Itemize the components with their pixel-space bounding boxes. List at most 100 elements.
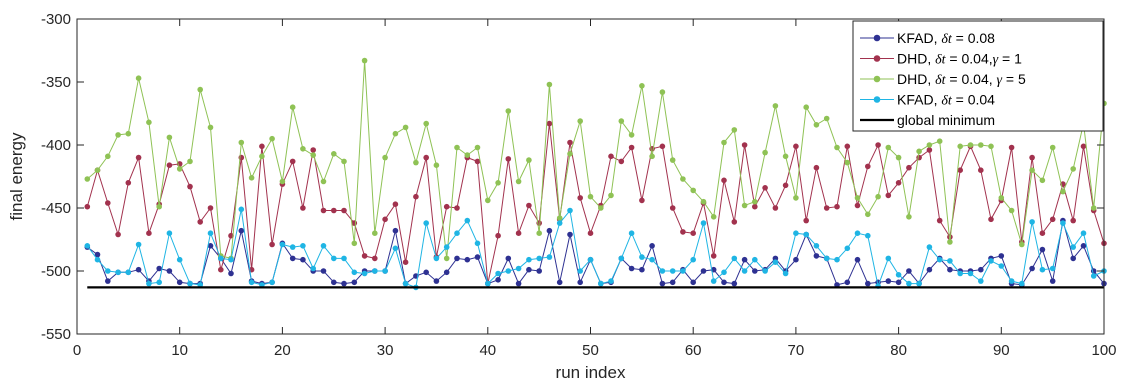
- series-3-point: [505, 108, 512, 114]
- series-3-point: [176, 166, 183, 172]
- series-1-point: [854, 256, 861, 263]
- series-1-point: [639, 266, 645, 273]
- series-3-point: [762, 149, 768, 156]
- series-2-point: [823, 205, 830, 211]
- series-2-point: [752, 203, 758, 210]
- series-4-point: [433, 255, 440, 262]
- series-3-point: [443, 255, 450, 262]
- legend-label-part: = 0.04,: [946, 51, 993, 67]
- legend-label-part: KFAD,: [897, 30, 941, 46]
- series-3-point: [659, 89, 666, 95]
- series-4-point: [166, 230, 173, 236]
- series-3-point: [187, 158, 193, 165]
- series-4-point: [865, 232, 871, 239]
- series-3-point: [495, 180, 501, 186]
- legend-item: KFAD, δt = 0.08: [860, 30, 995, 47]
- legend-label-part: DHD,: [897, 51, 935, 67]
- series-3-point: [413, 159, 419, 166]
- series-4-point: [331, 255, 337, 262]
- series-2-point: [474, 158, 481, 165]
- series-4-point: [895, 272, 902, 278]
- x-tick-label: 20: [274, 342, 291, 359]
- series-2-point: [813, 164, 820, 171]
- series-3-point: [988, 143, 994, 150]
- series-2-point: [885, 192, 892, 199]
- series-1-point: [166, 268, 173, 274]
- legend-label-part: = 0.08: [952, 30, 995, 46]
- series-3-point: [464, 152, 471, 158]
- series-4-point: [1090, 273, 1097, 279]
- series-4-point: [947, 258, 953, 264]
- series-3-point: [885, 144, 892, 151]
- series-1-point: [228, 270, 234, 277]
- series-3-point: [135, 75, 142, 81]
- series-4-point: [690, 256, 696, 263]
- series-1-point: [289, 255, 296, 262]
- series-3-point: [710, 214, 717, 220]
- series-2-point: [875, 142, 881, 148]
- legend-item: global minimum: [860, 112, 995, 128]
- series-3-point: [567, 151, 573, 157]
- series-4-point: [906, 280, 912, 287]
- series-1-point: [238, 227, 245, 234]
- series-3-point: [895, 154, 902, 161]
- series-3-point: [721, 139, 727, 146]
- series-1-point: [926, 266, 933, 273]
- series-3-point: [197, 86, 203, 93]
- series-4-point: [135, 241, 142, 248]
- series-3-line: [86, 60, 1105, 260]
- series-1-point: [885, 278, 892, 284]
- series-2-point: [916, 154, 922, 161]
- legend-label-part: δt: [941, 94, 953, 109]
- series-2-point: [361, 253, 368, 259]
- x-axis-label: run index: [556, 363, 626, 382]
- series-2-point: [259, 143, 265, 150]
- series-4-line: [86, 209, 1105, 289]
- series-1-point: [813, 253, 820, 259]
- series-2-point: [197, 219, 203, 225]
- series-2-point: [300, 205, 306, 211]
- series-3-point: [639, 83, 645, 89]
- series-3-point: [731, 127, 738, 133]
- series-4-point: [1019, 280, 1025, 287]
- legend-label-part: KFAD,: [897, 92, 941, 108]
- series-2-point: [166, 162, 173, 168]
- series-1-point: [176, 279, 183, 286]
- series-1-point: [505, 255, 512, 262]
- series-3-point: [803, 104, 809, 110]
- series-1-point: [94, 251, 101, 258]
- legend-label-part: δt: [941, 32, 953, 47]
- series-2-point: [1070, 217, 1076, 224]
- series-3-point: [146, 119, 152, 126]
- series-4-point: [269, 279, 275, 286]
- series-2-point: [495, 232, 501, 239]
- series-1-point: [741, 256, 748, 263]
- series-3-point: [84, 176, 91, 182]
- series-3-point: [1008, 207, 1015, 214]
- series-2-point: [978, 167, 984, 173]
- series-3-point: [1070, 166, 1076, 172]
- series-1-point: [341, 280, 347, 287]
- series-3-point: [957, 143, 963, 150]
- series-3-point: [741, 202, 748, 209]
- series-4-point: [844, 245, 851, 252]
- series-4-point: [649, 256, 655, 263]
- series-2-point: [382, 216, 388, 223]
- series-3-point: [936, 138, 943, 144]
- series-4-point: [115, 269, 121, 276]
- series-2-point: [957, 167, 963, 173]
- series-4-point: [752, 256, 758, 263]
- series-3-point: [577, 118, 583, 124]
- series-4-point: [464, 217, 471, 224]
- series-4-point: [608, 278, 614, 284]
- series-4-point: [854, 230, 861, 236]
- series-1-point: [207, 243, 214, 249]
- legend-swatch-marker: [873, 75, 881, 83]
- series-4-point: [998, 263, 1005, 269]
- series-3-point: [115, 132, 121, 138]
- series-2-point: [731, 219, 738, 225]
- series-1-point: [649, 243, 655, 249]
- series-3-point: [669, 157, 676, 163]
- series-1-point: [895, 279, 902, 286]
- legend-label: DHD, δt = 0.04, γ = 5: [897, 71, 1026, 88]
